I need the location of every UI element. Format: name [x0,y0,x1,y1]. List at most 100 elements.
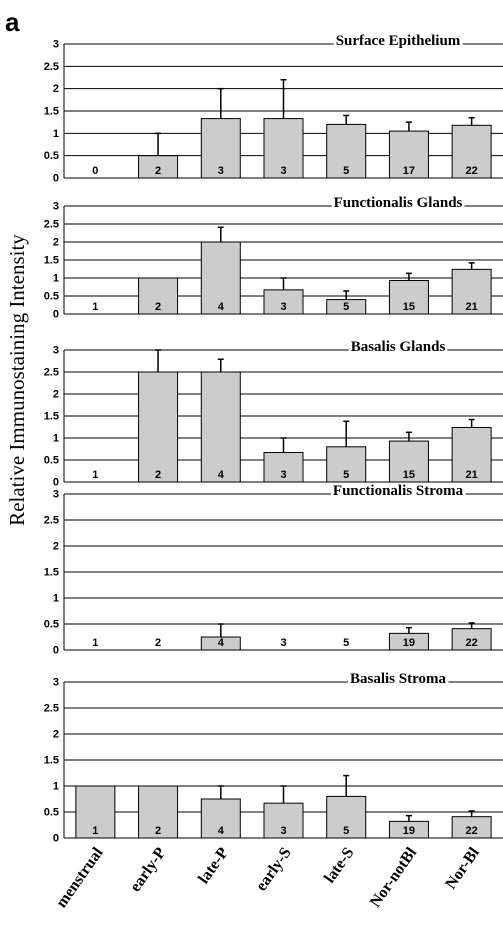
chart-panel: 0 0.5 1 1.5 2 2.5 3 1 2 4 3 5 15 21 Functionalis Gland… [44,195,503,321]
y-tick-label: 1.5 [44,255,59,267]
y-tick-label: 2 [53,541,59,553]
y-tick-label: 1 [53,128,59,140]
y-tick-label: 1.5 [44,567,59,579]
x-axis-labels: menstrual early-P late-P early-S late-S Nor-n… [53,844,483,911]
bar [263,802,304,839]
y-tick-label: 0 [53,173,59,185]
x-tick-label: Nor-Bl [442,844,483,892]
y-tick-label: 2 [53,389,59,401]
n-label: 4 [218,825,225,837]
n-label: 21 [466,301,478,313]
x-tick-label: late-S [321,844,357,886]
n-label: 1 [92,469,98,481]
n-label: 3 [218,165,224,177]
panel-label: a [5,7,20,37]
panel-title: Basalis Stroma [350,671,446,687]
n-label: 4 [218,637,225,649]
bar [388,280,429,315]
n-label: 19 [403,825,415,837]
y-tick-label: 2.5 [44,515,59,527]
y-tick-label: 3 [53,39,59,51]
bar [200,798,241,839]
x-tick-label: early-S [253,844,295,894]
bar [200,371,241,483]
bar [451,426,492,483]
y-tick-label: 0 [53,833,59,845]
y-tick-label: 1.5 [44,411,59,423]
y-tick-label: 2 [53,83,59,95]
y-tick-label: 0 [53,477,59,489]
panel-title-bg [330,483,466,499]
n-label: 19 [403,637,415,649]
y-tick-label: 1.5 [44,106,59,118]
n-label: 1 [92,825,98,837]
panel-title: Functionalis Stroma [333,483,464,499]
y-tick-label: 0.5 [44,150,59,162]
n-label: 15 [403,301,415,313]
n-label: 2 [155,637,161,649]
n-label: 22 [466,165,478,177]
chart-panel: 0 0.5 1 1.5 2 2.5 3 1 2 4 3 5 19 22 Functionalis Strom… [44,483,503,657]
panel-title-bg [331,195,465,211]
y-tick-label: 1 [53,781,59,793]
panel-title-bg [348,339,448,355]
n-label: 0 [92,165,98,177]
n-label: 1 [92,637,98,649]
n-label: 4 [218,469,225,481]
chart-panel: 0 0.5 1 1.5 2 2.5 3 1 2 4 3 5 19 22 Basalis Stroma [44,671,503,845]
n-label: 15 [403,469,415,481]
n-label: 1 [92,301,98,313]
bar [451,268,492,315]
y-tick-label: 0.5 [44,291,59,303]
bar [200,118,241,179]
n-label: 5 [343,637,349,649]
y-tick-label: 2.5 [44,367,59,379]
n-label: 3 [280,469,286,481]
bar [326,123,367,179]
n-label: 4 [218,301,225,313]
n-label: 22 [466,825,478,837]
n-label: 2 [155,825,161,837]
x-tick-label: Nor-notBl [367,844,421,911]
n-label: 3 [280,301,286,313]
bar [388,130,429,179]
y-tick-label: 3 [53,345,59,357]
y-tick-label: 1 [53,273,59,285]
n-label: 5 [343,825,349,837]
bar [138,785,179,839]
x-tick-label: late-P [195,844,232,887]
y-tick-label: 2 [53,729,59,741]
chart-panel: 0 0.5 1 1.5 2 2.5 3 1 2 4 3 5 15 21 Basalis Glands [44,339,503,489]
n-label: 2 [155,301,161,313]
bar [138,371,179,483]
x-tick-label: early-P [127,844,170,895]
y-tick-label: 0.5 [44,619,59,631]
y-tick-label: 3 [53,201,59,213]
panel-title: Functionalis Glands [334,195,463,211]
y-axis-label: Relative Immunostaining Intensity [5,234,29,526]
y-tick-label: 2.5 [44,61,59,73]
chart-panel: 0 0.5 1 1.5 2 2.5 3 0 2 3 3 5 17 22 Surface Epithelium [44,33,503,185]
bar [451,124,492,179]
n-label: 22 [466,637,478,649]
bar [75,785,116,839]
y-tick-label: 0.5 [44,455,59,467]
n-label: 5 [343,301,349,313]
n-label: 2 [155,165,161,177]
panel-title: Surface Epithelium [336,33,461,49]
y-tick-label: 3 [53,677,59,689]
y-tick-label: 1 [53,593,59,605]
panel-title: Basalis Glands [351,339,446,355]
y-tick-label: 2.5 [44,219,59,231]
bar [263,289,304,315]
n-label: 5 [343,469,349,481]
y-tick-label: 2 [53,237,59,249]
n-label: 2 [155,469,161,481]
x-tick-label: menstrual [53,844,107,911]
bar [200,241,241,315]
bar [138,277,179,315]
n-label: 17 [403,165,415,177]
panel-title-bg [333,33,463,49]
y-tick-label: 0.5 [44,807,59,819]
